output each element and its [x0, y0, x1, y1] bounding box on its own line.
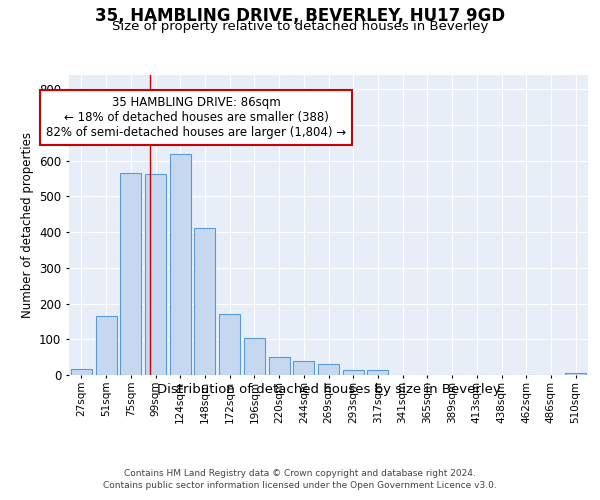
Bar	[194, 228, 215, 375]
Bar	[565, 372, 586, 375]
Bar	[145, 174, 166, 375]
Bar	[219, 314, 240, 375]
Bar	[269, 357, 290, 375]
Bar	[71, 368, 92, 375]
Bar	[293, 362, 314, 375]
Bar	[120, 173, 141, 375]
Text: Contains HM Land Registry data © Crown copyright and database right 2024.: Contains HM Land Registry data © Crown c…	[124, 469, 476, 478]
Bar	[95, 316, 116, 375]
Bar	[318, 364, 339, 375]
Text: 35 HAMBLING DRIVE: 86sqm
← 18% of detached houses are smaller (388)
82% of semi-: 35 HAMBLING DRIVE: 86sqm ← 18% of detach…	[46, 96, 346, 139]
Text: 35, HAMBLING DRIVE, BEVERLEY, HU17 9GD: 35, HAMBLING DRIVE, BEVERLEY, HU17 9GD	[95, 8, 505, 26]
Bar	[244, 338, 265, 375]
Text: Size of property relative to detached houses in Beverley: Size of property relative to detached ho…	[112, 20, 488, 33]
Text: Distribution of detached houses by size in Beverley: Distribution of detached houses by size …	[157, 382, 500, 396]
Bar	[170, 154, 191, 375]
Text: Contains public sector information licensed under the Open Government Licence v3: Contains public sector information licen…	[103, 481, 497, 490]
Bar	[343, 370, 364, 375]
Y-axis label: Number of detached properties: Number of detached properties	[20, 132, 34, 318]
Bar	[367, 370, 388, 375]
